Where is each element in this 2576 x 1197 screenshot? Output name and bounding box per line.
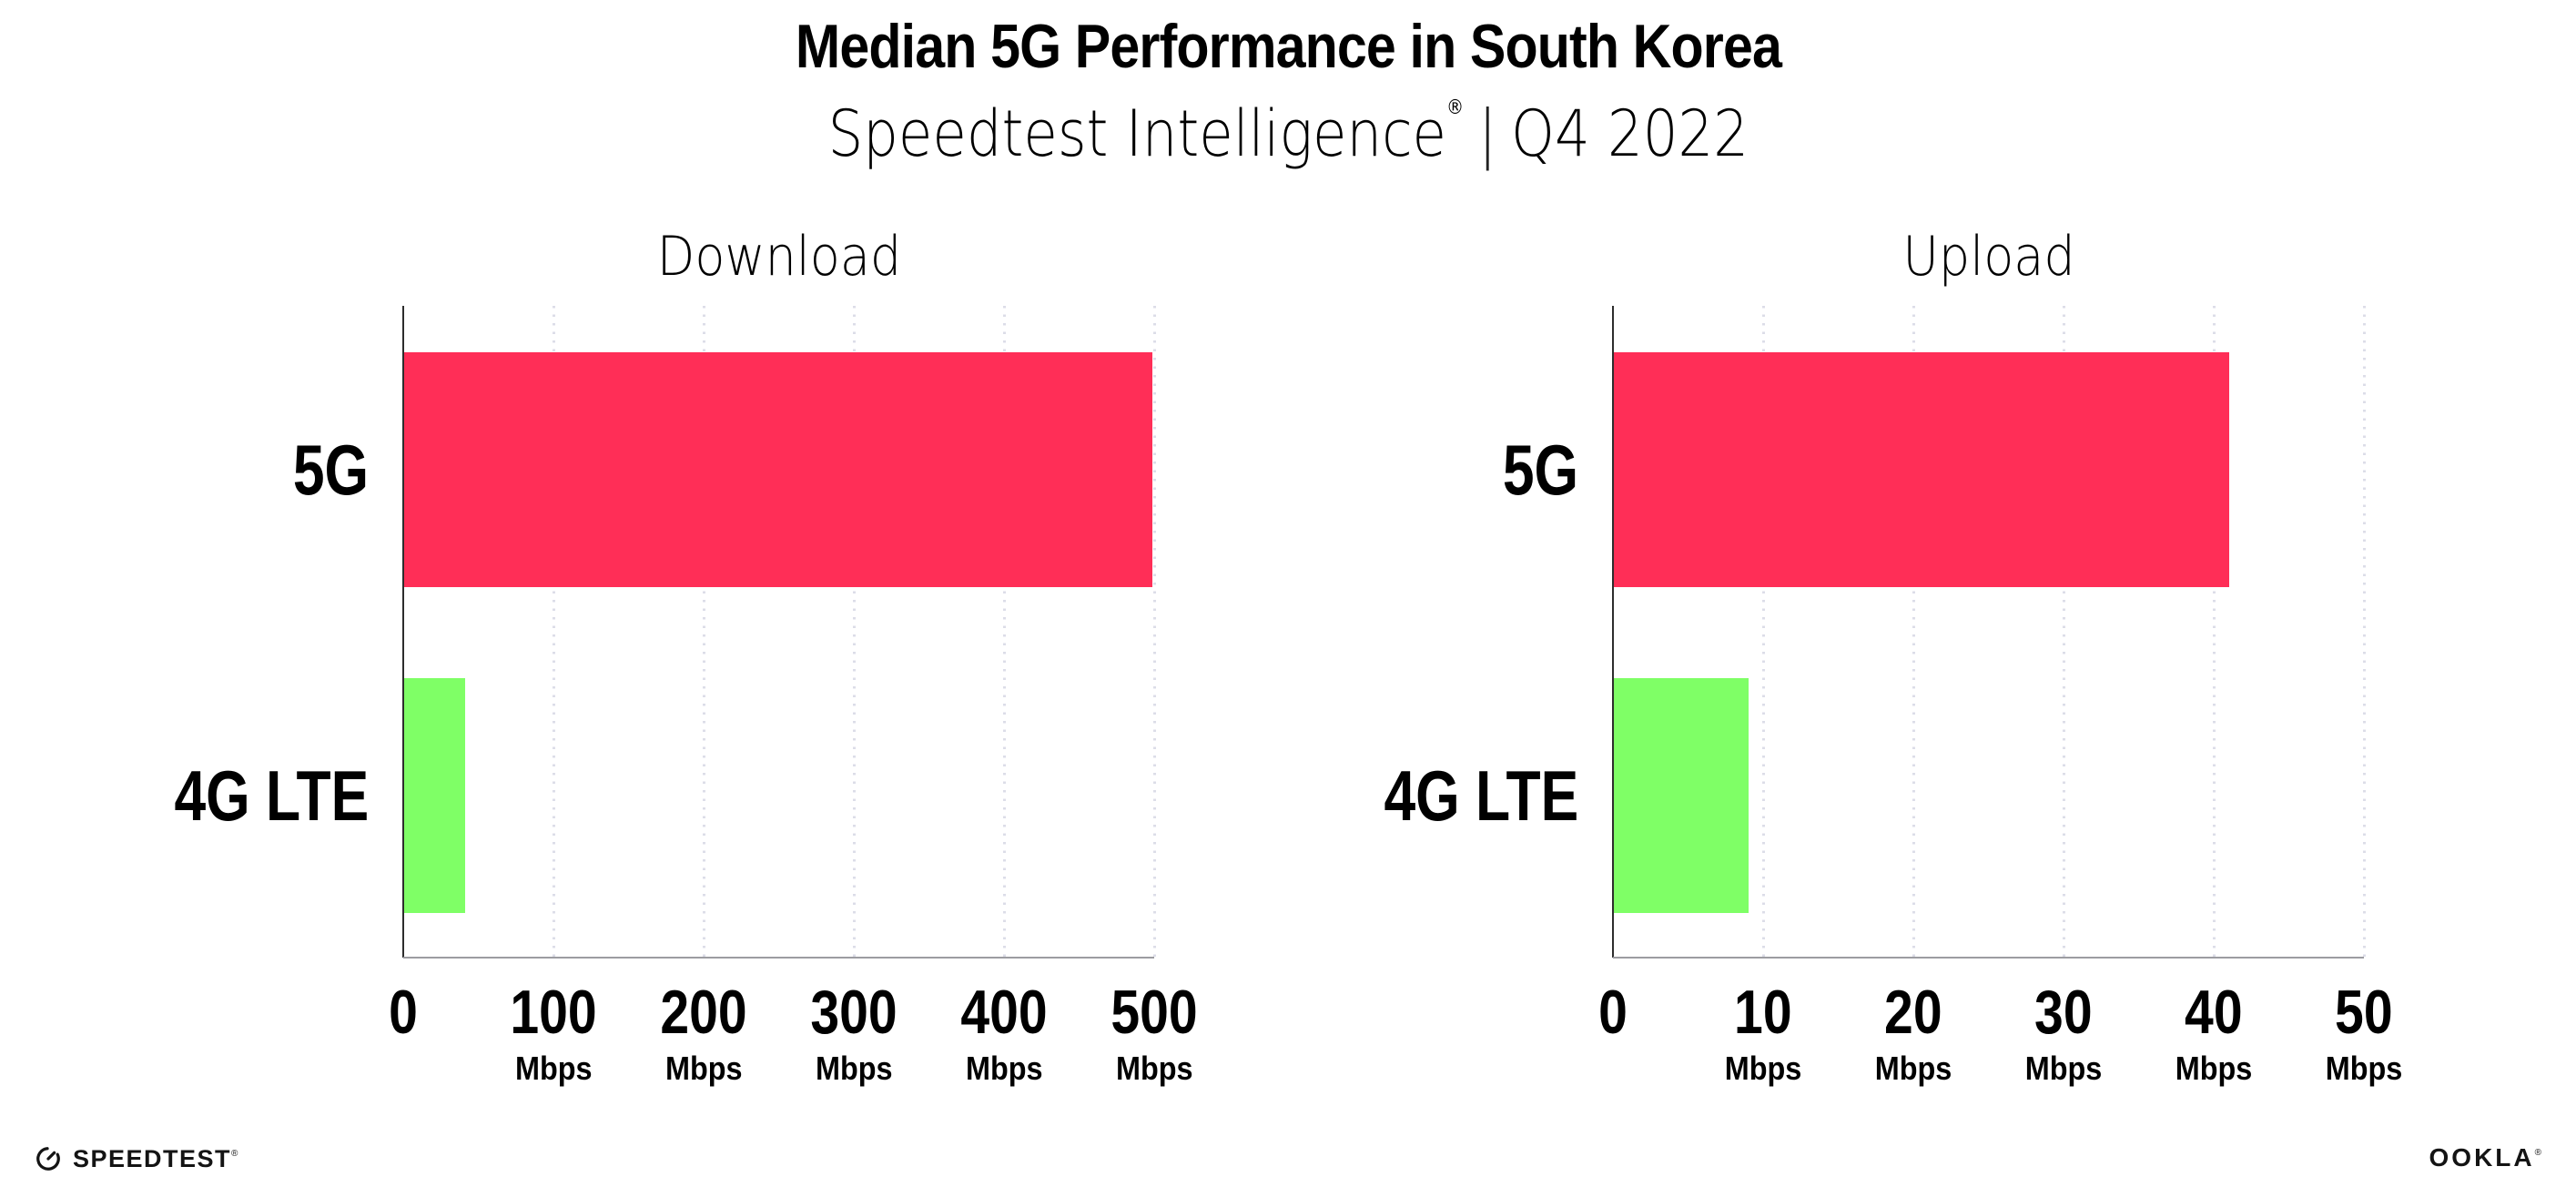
ookla-wordmark-text: OOKLA bbox=[2429, 1143, 2535, 1172]
ookla-logo: OOKLA® bbox=[2429, 1145, 2544, 1171]
download-chart-plot-area: Download 5G 4G LTE 0 100 Mbps 200 Mbps 300 Mbps 4… bbox=[174, 225, 1197, 1085]
upload-x-tick-value-20: 20 bbox=[1884, 978, 1942, 1047]
download-x-tick-value-0: 0 bbox=[389, 978, 418, 1047]
download-chart-title: Download bbox=[643, 224, 914, 289]
gridline-upload-30 bbox=[2062, 306, 2065, 958]
upload-x-tick-unit-20: Mbps bbox=[1871, 1052, 1956, 1085]
download-x-tick-value-500: 500 bbox=[1111, 978, 1198, 1047]
gridline-download-400 bbox=[1002, 306, 1006, 958]
download-x-tick-unit-300: Mbps bbox=[802, 1052, 905, 1085]
download-x-tick-unit-text-300: Mbps bbox=[815, 1050, 893, 1087]
download-x-tick-unit-text-100: Mbps bbox=[514, 1050, 593, 1087]
upload-x-tick-unit-10: Mbps bbox=[1720, 1052, 1806, 1085]
page-title: Median 5G Performance in South Korea bbox=[0, 11, 2576, 82]
upload-x-tick-value-0: 0 bbox=[1598, 978, 1628, 1047]
download-x-tick-value-100: 100 bbox=[510, 978, 597, 1047]
upload-bar-4g-lte bbox=[1613, 678, 1749, 913]
download-category-label-4g-lte: 4G LTE bbox=[174, 756, 369, 836]
download-y-axis-line bbox=[402, 306, 404, 958]
gridline-download-200 bbox=[702, 306, 705, 958]
page-title-text: Median 5G Performance in South Korea bbox=[795, 12, 1781, 81]
upload-chart-plot-area: Upload 5G 4G LTE 0 10 Mbps 20 Mbps 30 Mbps 40 Mbps… bbox=[1384, 225, 2402, 1085]
upload-y-axis-line bbox=[1612, 306, 1614, 958]
upload-x-tick-unit-text-10: Mbps bbox=[1724, 1050, 1802, 1087]
speedtest-wordmark-text: SPEEDTEST bbox=[73, 1144, 232, 1172]
upload-x-tick-value-10: 10 bbox=[1734, 978, 1792, 1047]
upload-x-tick-value-50: 50 bbox=[2335, 978, 2393, 1047]
upload-x-tick-unit-30: Mbps bbox=[2021, 1052, 2106, 1085]
download-x-tick-unit-text-400: Mbps bbox=[965, 1050, 1043, 1087]
upload-x-tick-0: 0 bbox=[1596, 981, 1630, 1043]
download-x-tick-value-400: 400 bbox=[960, 978, 1048, 1047]
download-bar-4g-lte bbox=[403, 678, 465, 913]
upload-bar-5g bbox=[1613, 352, 2229, 587]
upload-category-label-4g-lte: 4G LTE bbox=[1384, 756, 1578, 836]
registered-trademark-icon: ® bbox=[1445, 96, 1464, 119]
download-x-axis-line bbox=[403, 957, 1154, 959]
gridline-download-100 bbox=[552, 306, 555, 958]
download-x-tick-100: 100 Mbps bbox=[502, 981, 604, 1085]
speedtest-registered-mark-icon: ® bbox=[231, 1148, 239, 1159]
download-x-tick-value-200: 200 bbox=[660, 978, 747, 1047]
gridline-upload-10 bbox=[1761, 306, 1765, 958]
upload-x-tick-unit-text-50: Mbps bbox=[2325, 1050, 2403, 1087]
download-x-tick-unit-500: Mbps bbox=[1102, 1052, 1205, 1085]
subtitle-brand: Speedtest Intelligence bbox=[827, 96, 1446, 171]
upload-x-axis-line bbox=[1613, 957, 2364, 959]
upload-x-tick-40: 40 Mbps bbox=[2171, 981, 2257, 1085]
upload-x-tick-30: 30 Mbps bbox=[2021, 981, 2106, 1085]
download-x-tick-0: 0 bbox=[386, 981, 421, 1043]
download-bar-5g bbox=[403, 352, 1153, 587]
upload-x-tick-value-40: 40 bbox=[2185, 978, 2243, 1047]
upload-x-tick-unit-40: Mbps bbox=[2171, 1052, 2257, 1085]
download-category-label-5g: 5G bbox=[292, 430, 369, 510]
upload-x-tick-50: 50 Mbps bbox=[2321, 981, 2407, 1085]
gridline-upload-40 bbox=[2212, 306, 2216, 958]
download-x-tick-400: 400 Mbps bbox=[952, 981, 1055, 1085]
speedtest-gauge-icon bbox=[36, 1147, 60, 1171]
download-x-tick-unit-200: Mbps bbox=[652, 1052, 755, 1085]
gridline-upload-50 bbox=[2362, 306, 2366, 958]
upload-chart-title-text: Upload bbox=[1902, 225, 2075, 289]
subtitle-text: Speedtest Intelligence® | Q4 2022 bbox=[827, 96, 1748, 171]
subtitle-separator: | bbox=[1477, 96, 1497, 171]
upload-x-tick-20: 20 Mbps bbox=[1871, 981, 1956, 1085]
upload-x-tick-unit-text-20: Mbps bbox=[1874, 1050, 1952, 1087]
gridline-upload-20 bbox=[1912, 306, 1915, 958]
download-x-tick-500: 500 Mbps bbox=[1102, 981, 1205, 1085]
ookla-registered-mark-icon: ® bbox=[2534, 1148, 2544, 1158]
download-x-tick-unit-text-500: Mbps bbox=[1115, 1050, 1193, 1087]
upload-chart-title: Upload bbox=[1892, 224, 2084, 289]
page-subtitle: Speedtest Intelligence® | Q4 2022 bbox=[0, 96, 2576, 171]
upload-x-tick-unit-text-30: Mbps bbox=[2024, 1050, 2103, 1087]
download-chart-title-text: Download bbox=[656, 225, 901, 289]
download-x-tick-200: 200 Mbps bbox=[652, 981, 755, 1085]
gridline-download-300 bbox=[852, 306, 856, 958]
upload-x-tick-unit-50: Mbps bbox=[2321, 1052, 2407, 1085]
download-x-tick-unit-text-200: Mbps bbox=[664, 1050, 743, 1087]
upload-x-tick-10: 10 Mbps bbox=[1720, 981, 1806, 1085]
speedtest-wordmark: SPEEDTEST® bbox=[73, 1144, 239, 1172]
download-x-tick-value-300: 300 bbox=[810, 978, 898, 1047]
subtitle-period: Q4 2022 bbox=[1510, 96, 1749, 171]
download-x-tick-unit-100: Mbps bbox=[502, 1052, 604, 1085]
download-x-tick-unit-400: Mbps bbox=[952, 1052, 1055, 1085]
speedtest-logo: SPEEDTEST® bbox=[35, 1140, 239, 1178]
upload-x-tick-value-30: 30 bbox=[2034, 978, 2093, 1047]
download-x-tick-300: 300 Mbps bbox=[802, 981, 905, 1085]
gridline-download-500 bbox=[1152, 306, 1156, 958]
upload-category-label-5g: 5G bbox=[1502, 430, 1578, 510]
upload-x-tick-unit-text-40: Mbps bbox=[2175, 1050, 2253, 1087]
